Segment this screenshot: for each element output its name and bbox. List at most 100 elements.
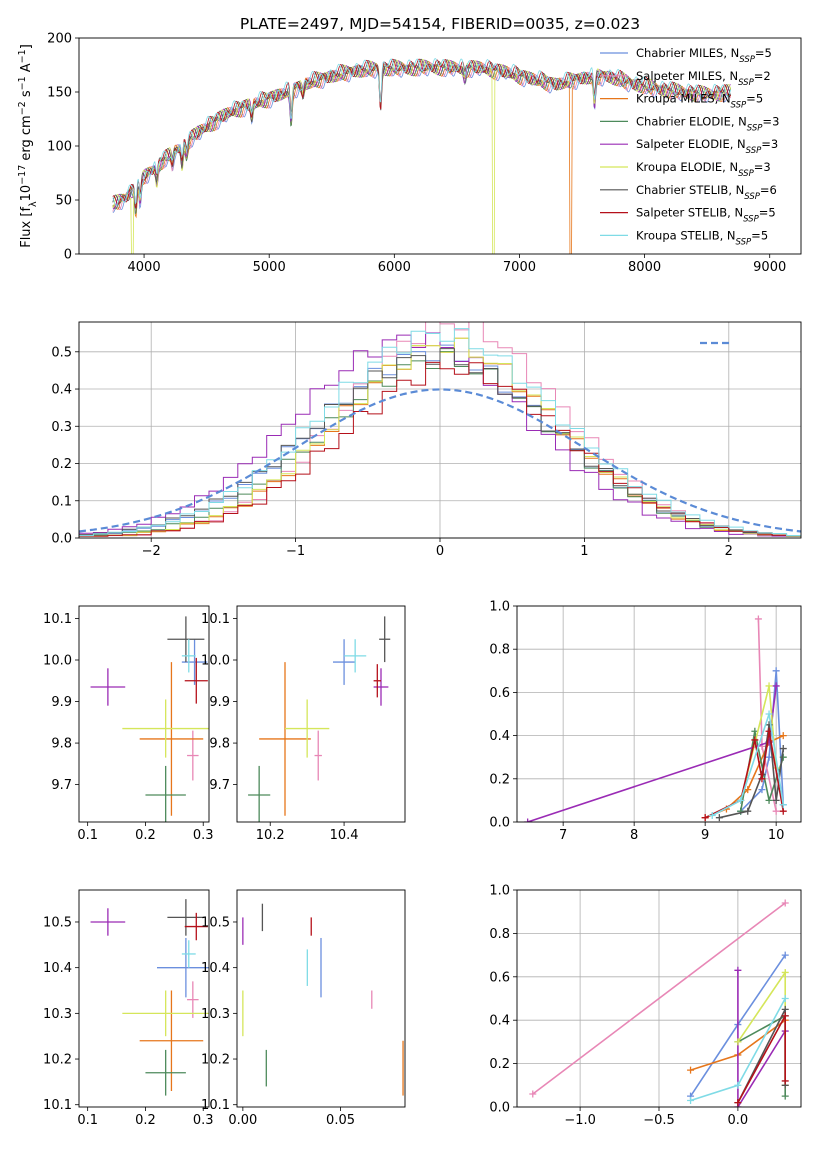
legend-entry-1: Salpeter MILES, NSSP=2: [636, 69, 771, 88]
y-tick-label: 0.4: [489, 729, 510, 744]
x-tick-label: 0: [436, 544, 444, 559]
x-tick-label: 0.3: [193, 828, 214, 843]
weight-marker-7: [758, 775, 766, 783]
axes-frame: [78, 605, 210, 823]
weight-line-8: [711, 713, 785, 817]
y-axis-label: Flux [fλ10−17 erg cm−2 s−1 A−1]: [17, 44, 39, 248]
y-axis-label-part: 10: [19, 185, 34, 202]
weight-marker-6: [744, 807, 752, 815]
legend-label: Chabrier MILES, N: [636, 46, 739, 60]
x-tick-label: 1: [580, 544, 588, 559]
y-tick-label: 10.5: [201, 915, 230, 930]
legend-subscript: SSP: [736, 237, 752, 247]
figure-title: PLATE=2497, MJD=54154, FIBERID=0035, z=0…: [240, 15, 640, 33]
axes-frame: [236, 889, 406, 1108]
y-tick-label: 10.1: [43, 1098, 72, 1113]
y-tick-label: 9.8: [209, 737, 230, 752]
legend-nssp: 5: [768, 206, 775, 220]
y-axis-label-part: λ: [28, 201, 39, 207]
y-axis-label-part: Flux [f: [19, 207, 34, 248]
weight-marker-6: [715, 814, 723, 822]
legend-equals: =: [755, 46, 765, 60]
y-tick-label: 0.0: [51, 532, 72, 547]
y-tick-label: 10.1: [43, 612, 72, 627]
y-tick-label: 9.7: [209, 778, 230, 793]
panel-weight-vs-age: 7 8 9 10 0.0 0.2 0.4 0.6 0.8 1.0: [489, 600, 802, 843]
x-tick-label: −1.0: [564, 1113, 596, 1128]
weight-marker-1: [754, 615, 762, 623]
y-axis-label-part: −2: [17, 101, 28, 115]
y-tick-label: 0.8: [489, 643, 510, 658]
legend-nssp: 6: [770, 183, 777, 197]
y-tick-label: 9.9: [209, 695, 230, 710]
x-tick-label: 0.0: [728, 1113, 749, 1128]
weight-marker-4: [734, 966, 742, 974]
weight-marker-8: [781, 995, 789, 1002]
legend-label: Salpeter STELIB, N: [636, 206, 743, 220]
x-tick-label: 10: [768, 828, 785, 843]
y-tick-label: 10.2: [201, 1053, 230, 1068]
y-tick-label: 0.6: [489, 970, 510, 985]
x-tick-label: 0.1: [77, 1113, 98, 1128]
legend-entry-3: Chabrier ELODIE, NSSP=3: [636, 114, 779, 133]
plot-area: [248, 616, 391, 822]
weight-marker-7: [734, 1099, 742, 1107]
y-tick-label: 0.6: [489, 686, 510, 701]
legend-subscript: SSP: [743, 215, 759, 225]
y-tick-label: 1.0: [489, 884, 510, 899]
weight-marker-8: [708, 812, 716, 820]
y-tick-label: 10.4: [201, 961, 230, 976]
x-tick-label: 6000: [378, 260, 411, 275]
legend-subscript: SSP: [739, 55, 755, 65]
axes-frame: [236, 605, 406, 823]
legend-nssp: 5: [756, 92, 763, 106]
y-tick-label: 10.3: [43, 1007, 72, 1022]
legend-entry-7: Salpeter STELIB, NSSP=5: [636, 206, 776, 225]
x-tick-label: −2: [142, 544, 161, 559]
x-tick-label: 2: [725, 544, 733, 559]
weight-marker-5: [765, 682, 773, 690]
y-tick-label: 0.0: [489, 1101, 510, 1116]
weight-marker-7: [779, 807, 787, 815]
legend-label: Kroupa STELIB, N: [636, 228, 736, 242]
y-axis-label-part: A: [19, 63, 34, 76]
weight-marker-8: [779, 801, 787, 809]
weight-marker-2: [687, 1066, 695, 1074]
legend-equals: =: [751, 228, 761, 242]
legend-equals: =: [761, 137, 771, 151]
axes-frame: [78, 889, 210, 1108]
legend-subscript: SSP: [731, 101, 747, 111]
x-tick-label: 8000: [628, 260, 661, 275]
y-tick-label: 0.5: [51, 345, 72, 360]
y-tick-label: 9.9: [51, 695, 72, 710]
x-tick-label: 0.00: [228, 1113, 257, 1128]
plot-area: [112, 58, 732, 254]
y-tick-label: 0.2: [51, 457, 72, 472]
y-tick-label: 0.4: [489, 1014, 510, 1029]
weight-marker-3: [779, 753, 787, 761]
histogram-6: [79, 348, 801, 537]
weight-marker-3: [765, 796, 773, 804]
axes-frame: [78, 321, 802, 539]
panel-age-vs-Z: 0.1 0.2 0.3 9.7 9.8 9.9 10.0 10.1: [43, 605, 214, 843]
x-tick-label: 8: [630, 828, 638, 843]
x-tick-label: 7000: [503, 260, 536, 275]
legend-label: Salpeter ELODIE, N: [636, 137, 746, 151]
y-tick-label: 10.0: [43, 654, 72, 669]
legend-label: Kroupa ELODIE, N: [636, 160, 738, 174]
weight-marker-6: [779, 745, 787, 753]
y-tick-label: 0.1: [51, 494, 72, 509]
legend-entry-5: Kroupa ELODIE, NSSP=3: [636, 160, 771, 179]
legend-entry-4: Salpeter ELODIE, NSSP=3: [636, 137, 778, 156]
legend-label: Salpeter MILES, N: [636, 69, 738, 83]
y-tick-label: 10.5: [43, 915, 72, 930]
plot-area: [90, 616, 209, 822]
y-tick-label: 10.1: [201, 612, 230, 627]
x-tick-label: 4000: [128, 260, 161, 275]
legend-subscript: SSP: [738, 169, 754, 179]
weight-marker-5: [781, 968, 789, 976]
legend-subscript: SSP: [746, 146, 762, 156]
y-axis-label-part: −1: [17, 49, 28, 63]
y-tick-label: 10.4: [43, 961, 72, 976]
